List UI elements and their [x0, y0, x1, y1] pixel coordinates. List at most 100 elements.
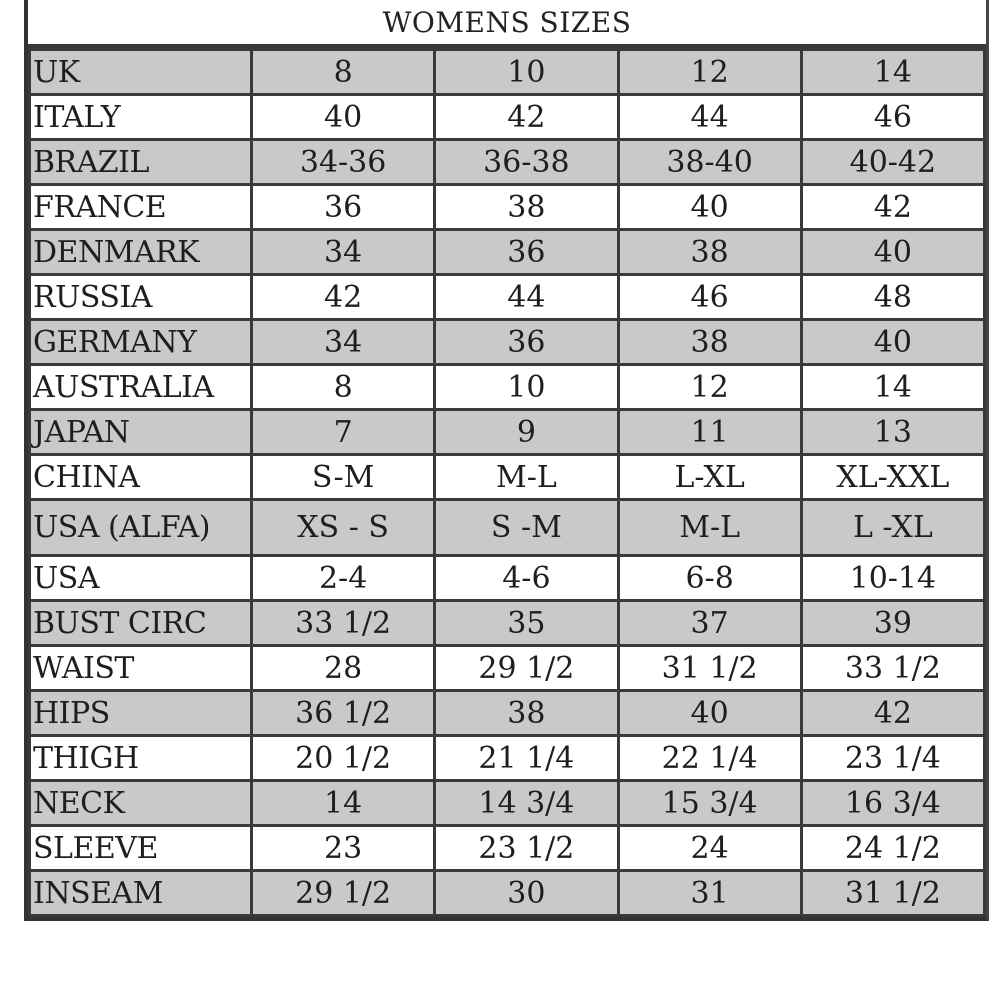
size-cell: 40 [799, 318, 987, 366]
size-cell: 23 [249, 824, 437, 872]
size-cell: 46 [616, 273, 803, 321]
size-cell: 15 3/4 [616, 779, 803, 827]
size-cell: 34 [249, 228, 437, 276]
size-cell: 44 [616, 93, 803, 141]
size-cell: 13 [799, 408, 987, 456]
row-label: GERMANY [28, 318, 253, 366]
size-cell: 39 [799, 599, 987, 647]
row-label: FRANCE [28, 183, 253, 231]
table-row: BRAZIL 34-36 36-38 38-40 40-42 [28, 138, 987, 186]
size-cell: 2-4 [249, 554, 437, 602]
size-cell: 21 1/4 [433, 734, 620, 782]
size-cell: 40 [616, 689, 803, 737]
row-label: AUSTRALIA [28, 363, 253, 411]
table-row: DENMARK 34 36 38 40 [28, 228, 987, 276]
table-row: GERMANY 34 36 38 40 [28, 318, 987, 366]
row-label: BRAZIL [28, 138, 253, 186]
size-cell: 31 [616, 869, 803, 917]
chart-title: WOMENS SIZES [28, 0, 986, 48]
size-cell: 12 [616, 48, 803, 96]
size-table: UK 8 10 12 14 ITALY 40 42 44 46 BRAZIL 34-36 36-38 38… [28, 48, 987, 917]
size-cell: 38-40 [616, 138, 803, 186]
row-label: SLEEVE [28, 824, 253, 872]
size-cell: 38 [616, 228, 803, 276]
size-cell: 11 [616, 408, 803, 456]
row-label: BUST CIRC [28, 599, 253, 647]
size-cell: L-XL [616, 453, 803, 501]
size-cell: S -M [433, 498, 620, 557]
size-cell: 36-38 [433, 138, 620, 186]
size-cell: 42 [799, 183, 987, 231]
size-cell: 28 [249, 644, 437, 692]
table-row: AUSTRALIA 8 10 12 14 [28, 363, 987, 411]
size-cell: 14 3/4 [433, 779, 620, 827]
size-cell: M-L [616, 498, 803, 557]
row-label: INSEAM [28, 869, 253, 917]
size-cell: 46 [799, 93, 987, 141]
size-cell: 30 [433, 869, 620, 917]
size-cell: 10-14 [799, 554, 987, 602]
size-cell: 20 1/2 [249, 734, 437, 782]
size-cell: 33 1/2 [249, 599, 437, 647]
table-row: NECK 14 14 3/4 15 3/4 16 3/4 [28, 779, 987, 827]
size-cell: 10 [433, 48, 620, 96]
table-row: JAPAN 7 9 11 13 [28, 408, 987, 456]
size-cell: 14 [799, 48, 987, 96]
size-cell: 8 [249, 48, 437, 96]
size-cell: 40 [249, 93, 437, 141]
size-cell: 29 1/2 [249, 869, 437, 917]
row-label: WAIST [28, 644, 253, 692]
row-label: USA (ALFA) [28, 498, 253, 557]
row-label: USA [28, 554, 253, 602]
size-cell: 42 [799, 689, 987, 737]
size-cell: 36 [249, 183, 437, 231]
size-cell: 42 [433, 93, 620, 141]
size-cell: 40 [799, 228, 987, 276]
size-cell: XL-XXL [799, 453, 987, 501]
size-cell: 23 1/4 [799, 734, 987, 782]
size-cell: 34-36 [249, 138, 437, 186]
size-cell: 7 [249, 408, 437, 456]
table-row: THIGH 20 1/2 21 1/4 22 1/4 23 1/4 [28, 734, 987, 782]
size-cell: 4-6 [433, 554, 620, 602]
size-cell: 12 [616, 363, 803, 411]
size-cell: 35 [433, 599, 620, 647]
size-cell: 36 [433, 318, 620, 366]
table-row: USA 2-4 4-6 6-8 10-14 [28, 554, 987, 602]
row-label: UK [28, 48, 253, 96]
row-label: NECK [28, 779, 253, 827]
row-label: THIGH [28, 734, 253, 782]
table-row: HIPS 36 1/2 38 40 42 [28, 689, 987, 737]
size-cell: 16 3/4 [799, 779, 987, 827]
size-cell: M-L [433, 453, 620, 501]
size-cell: 42 [249, 273, 437, 321]
size-cell: 24 [616, 824, 803, 872]
size-cell: S-M [249, 453, 437, 501]
size-cell: 37 [616, 599, 803, 647]
table-row: RUSSIA 42 44 46 48 [28, 273, 987, 321]
size-cell: 6-8 [616, 554, 803, 602]
table-row: CHINA S-M M-L L-XL XL-XXL [28, 453, 987, 501]
size-cell: L -XL [799, 498, 987, 557]
size-cell: 40-42 [799, 138, 987, 186]
size-cell: 40 [616, 183, 803, 231]
table-row: ITALY 40 42 44 46 [28, 93, 987, 141]
row-label: RUSSIA [28, 273, 253, 321]
row-label: DENMARK [28, 228, 253, 276]
size-cell: 36 1/2 [249, 689, 437, 737]
size-cell: 44 [433, 273, 620, 321]
table-row: BUST CIRC 33 1/2 35 37 39 [28, 599, 987, 647]
table-row: INSEAM 29 1/2 30 31 31 1/2 [28, 869, 987, 917]
size-cell: 36 [433, 228, 620, 276]
row-label: JAPAN [28, 408, 253, 456]
size-cell: 34 [249, 318, 437, 366]
size-cell: 38 [433, 183, 620, 231]
table-row: SLEEVE 23 23 1/2 24 24 1/2 [28, 824, 987, 872]
size-cell: 22 1/4 [616, 734, 803, 782]
row-label: ITALY [28, 93, 253, 141]
size-chart: WOMENS SIZES UK 8 10 12 14 ITALY 40 42 44 46 BRAZI… [24, 0, 989, 921]
size-cell: 8 [249, 363, 437, 411]
size-cell: 33 1/2 [799, 644, 987, 692]
size-cell: 23 1/2 [433, 824, 620, 872]
